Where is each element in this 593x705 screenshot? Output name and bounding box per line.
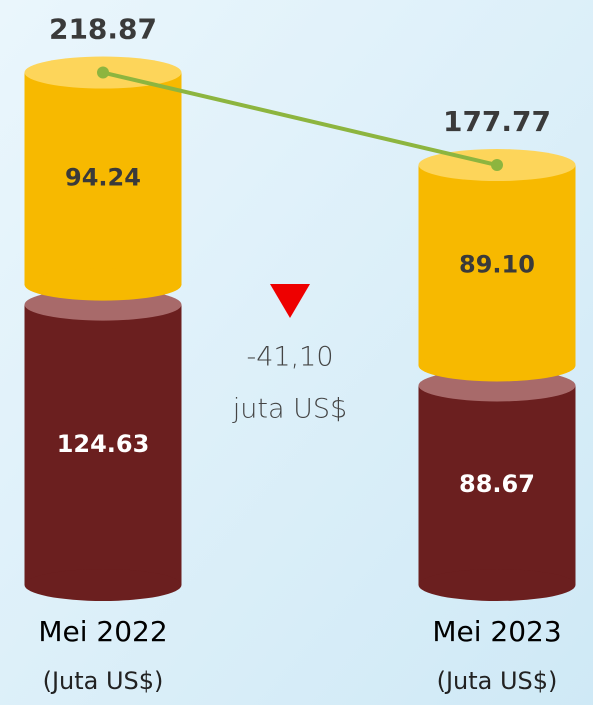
total-point	[491, 159, 503, 172]
cylinder-body	[24, 304, 182, 585]
category-label: Mei 2022	[38, 615, 167, 648]
cylinder-segment	[24, 288, 182, 601]
cylinder-bottom	[418, 349, 576, 382]
cylinder-segment	[24, 56, 182, 301]
change-annotation: juta US$	[232, 394, 347, 425]
cylinder-segment	[418, 369, 576, 601]
cylinder-body	[418, 385, 576, 585]
total-label: 177.77	[443, 105, 551, 138]
cylinder-bottom	[24, 268, 182, 301]
cylinder-body	[24, 72, 182, 285]
change-annotation: -41,10	[246, 342, 333, 373]
decrease-marker	[270, 284, 310, 318]
value-label: 89.10	[459, 250, 535, 278]
value-label: 88.67	[459, 470, 535, 498]
total-line	[102, 70, 498, 167]
total-label: 218.87	[49, 13, 157, 46]
cylinder-body	[418, 165, 576, 366]
unit-label: (Juta US$)	[43, 667, 164, 695]
category-label: Mei 2023	[432, 615, 561, 648]
cylinder-bottom	[418, 569, 576, 601]
cylinder-bottom	[24, 569, 182, 601]
value-label: 124.63	[57, 430, 150, 458]
total-point	[97, 66, 109, 79]
unit-label: (Juta US$)	[437, 667, 558, 695]
cylinder-segment	[418, 149, 576, 382]
value-label: 94.24	[65, 164, 141, 192]
